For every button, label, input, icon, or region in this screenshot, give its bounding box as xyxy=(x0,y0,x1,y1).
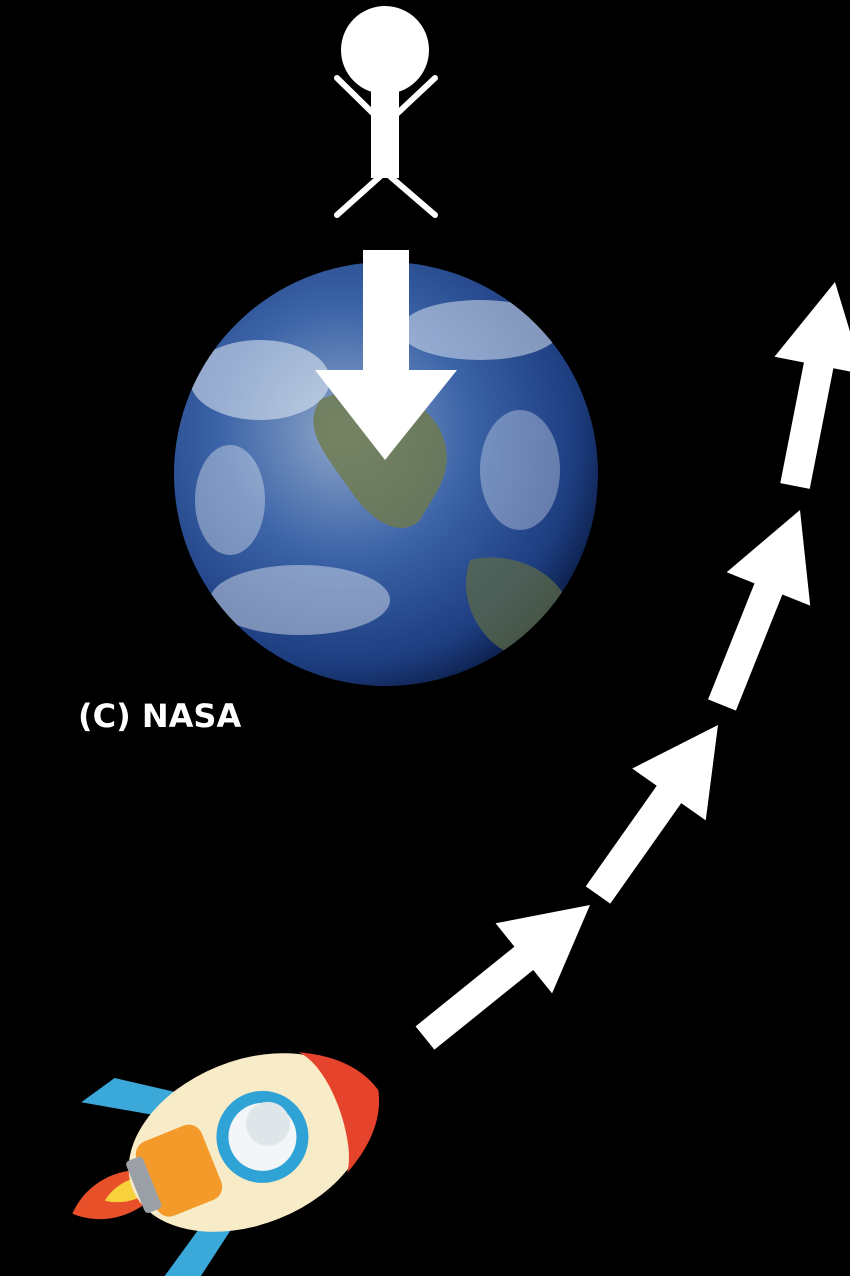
trajectory-arrow xyxy=(415,905,590,1050)
gravity-arrow xyxy=(315,250,457,460)
trajectory-arrow xyxy=(708,510,811,711)
earth xyxy=(174,262,598,686)
rocket xyxy=(72,1052,380,1276)
stick-figure xyxy=(334,6,438,218)
trajectory-arrow xyxy=(585,725,719,904)
trajectory-arrow xyxy=(774,281,850,489)
trajectory-arrows xyxy=(415,281,850,1050)
caption: (C) NASA xyxy=(78,697,241,735)
